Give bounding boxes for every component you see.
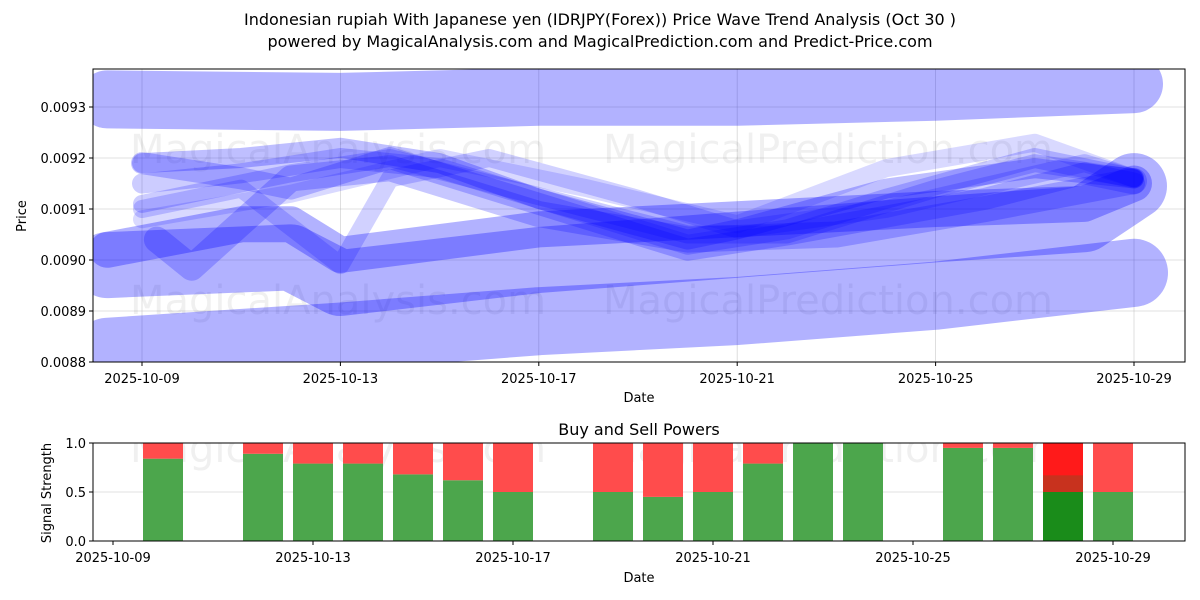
bar-2025-10-15 bbox=[393, 443, 433, 541]
sell-bar bbox=[443, 443, 483, 480]
x-tick-label: 2025-10-13 bbox=[303, 372, 379, 387]
bar-2025-10-16 bbox=[443, 443, 483, 541]
x-tick-label: 2025-10-21 bbox=[675, 551, 751, 566]
buy-bar bbox=[1093, 492, 1133, 541]
sell-bar bbox=[243, 443, 283, 454]
sell-bar bbox=[743, 443, 783, 464]
buy-bar bbox=[443, 480, 483, 541]
buy-bar bbox=[943, 448, 983, 541]
buy-bar bbox=[1043, 492, 1083, 541]
bar-2025-10-24 bbox=[843, 443, 883, 541]
y-tick-label: 0.5 bbox=[65, 486, 86, 501]
bar-2025-10-28 bbox=[1043, 443, 1083, 541]
buy-bar bbox=[143, 459, 183, 541]
y-tick-label: 0.0091 bbox=[41, 203, 87, 218]
y-tick-label: 1.0 bbox=[65, 437, 86, 452]
bar-2025-10-14 bbox=[343, 443, 383, 541]
sell-bar bbox=[593, 443, 633, 492]
bar-2025-10-22 bbox=[743, 443, 783, 541]
buy-bar bbox=[593, 492, 633, 541]
bar-2025-10-19 bbox=[593, 443, 633, 541]
x-tick-label: 2025-10-29 bbox=[1075, 551, 1151, 566]
bar-2025-10-21 bbox=[693, 443, 733, 541]
buy-bar bbox=[293, 464, 333, 541]
signal-y-label: Signal Strength bbox=[40, 443, 55, 543]
y-tick-label: 0.0093 bbox=[41, 101, 87, 116]
buy-bar bbox=[393, 474, 433, 541]
sell-bar bbox=[143, 443, 183, 459]
bar-2025-10-12 bbox=[243, 443, 283, 541]
sell-bar bbox=[493, 443, 533, 492]
buy-bar bbox=[343, 464, 383, 541]
watermark-analysis: MagicalAnalysis.com bbox=[130, 426, 546, 472]
buy-bar bbox=[493, 492, 533, 541]
sell-bar bbox=[343, 443, 383, 464]
x-tick-label: 2025-10-21 bbox=[699, 372, 775, 387]
buy-bar bbox=[743, 464, 783, 541]
price-x-label: Date bbox=[623, 391, 654, 406]
bar-2025-10-10 bbox=[143, 443, 183, 541]
x-tick-label: 2025-10-13 bbox=[275, 551, 351, 566]
buy-bar bbox=[243, 454, 283, 541]
bar-2025-10-26 bbox=[943, 443, 983, 541]
bar-2025-10-29 bbox=[1093, 443, 1133, 541]
bar-2025-10-20 bbox=[643, 443, 683, 541]
bar-2025-10-13 bbox=[293, 443, 333, 541]
x-tick-label: 2025-10-17 bbox=[475, 551, 551, 566]
x-tick-label: 2025-10-25 bbox=[875, 551, 951, 566]
price-plot: MagicalAnalysis.com MagicalPrediction.co… bbox=[15, 69, 1185, 406]
x-tick-label: 2025-10-25 bbox=[898, 372, 974, 387]
buy-bar bbox=[993, 448, 1033, 541]
y-tick-label: 0.0092 bbox=[41, 152, 87, 167]
bar-2025-10-23 bbox=[793, 443, 833, 541]
sell-bar bbox=[393, 443, 433, 474]
x-tick-label: 2025-10-09 bbox=[104, 372, 180, 387]
signal-plot: Buy and Sell Powers MagicalAnalysis.com … bbox=[40, 420, 1185, 586]
buy-bar bbox=[793, 443, 833, 541]
buy-bar bbox=[843, 443, 883, 541]
sell-bar bbox=[643, 443, 683, 497]
y-tick-label: 0.0 bbox=[65, 535, 86, 550]
buy-bar bbox=[643, 497, 683, 541]
signal-title: Buy and Sell Powers bbox=[558, 420, 720, 439]
bar-2025-10-27 bbox=[993, 443, 1033, 541]
sell-bar bbox=[1093, 443, 1133, 492]
overlap-bar bbox=[1043, 475, 1083, 492]
bar-2025-10-17 bbox=[493, 443, 533, 541]
y-tick-label: 0.0090 bbox=[41, 254, 87, 269]
y-tick-label: 0.0088 bbox=[41, 356, 87, 371]
sell-bar bbox=[293, 443, 333, 464]
sell-bar bbox=[943, 443, 983, 448]
sell-bar bbox=[693, 443, 733, 492]
chart-canvas: MagicalAnalysis.com MagicalPrediction.co… bbox=[0, 0, 1200, 600]
x-tick-label: 2025-10-17 bbox=[501, 372, 577, 387]
wave-upper-band bbox=[107, 84, 1134, 102]
x-tick-label: 2025-10-09 bbox=[75, 551, 151, 566]
price-y-label: Price bbox=[15, 200, 30, 232]
x-tick-label: 2025-10-29 bbox=[1096, 372, 1172, 387]
buy-bar bbox=[693, 492, 733, 541]
y-tick-label: 0.0089 bbox=[41, 305, 87, 320]
sell-bar bbox=[993, 443, 1033, 448]
signal-x-label: Date bbox=[623, 571, 654, 586]
